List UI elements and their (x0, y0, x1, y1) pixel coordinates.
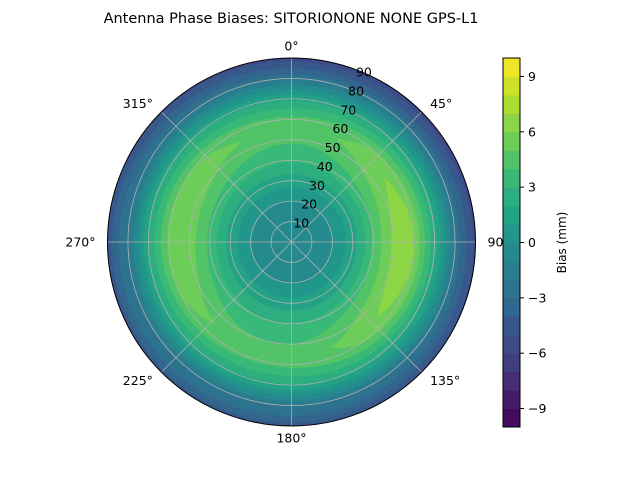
colorbar-tick-label: 3 (528, 180, 536, 195)
colorbar-tick-label: 6 (528, 124, 536, 139)
radial-tick-label: 10 (293, 216, 309, 231)
azimuth-grid-spoke (291, 241, 422, 373)
colorbar-band (503, 58, 520, 77)
colorbar-band (503, 113, 520, 133)
colorbar-band (503, 260, 520, 280)
polar-plot: 0°45°90°135°180°225°270°315° 10203040506… (65, 39, 509, 446)
azimuth-tick-labels: 0°45°90°135°180°225°270°315° (65, 39, 509, 446)
azimuth-tick-label: 135° (430, 373, 460, 388)
radial-tick-label: 40 (317, 159, 333, 174)
colorbar-band (503, 131, 520, 151)
colorbar-band (503, 334, 520, 354)
colorbar-band (503, 297, 520, 317)
colorbar-tick-label: −6 (528, 346, 546, 361)
radial-tick-label: 20 (301, 197, 317, 212)
colorbar-bands (503, 58, 520, 428)
colorbar-ticks: −9 −6 −3 0 3 6 9 (520, 69, 546, 416)
colorbar-band (503, 187, 520, 207)
colorbar-tick-label: −3 (528, 290, 546, 305)
radial-tick-label: 30 (309, 178, 325, 193)
azimuth-grid-spoke (161, 241, 292, 373)
azimuth-grid-spoke (291, 111, 422, 243)
colorbar-band (503, 76, 520, 96)
azimuth-tick-label: 45° (430, 96, 452, 111)
radial-tick-label: 50 (325, 140, 341, 155)
colorbar-label: Bias (mm) (555, 212, 569, 274)
colorbar-band (503, 150, 520, 170)
azimuth-tick-label: 225° (123, 373, 153, 388)
colorbar-tick-label: 9 (528, 69, 536, 84)
polar-grid (107, 58, 476, 426)
colorbar: −9 −6 −3 0 3 6 9 Bias (mm) (502, 57, 569, 428)
azimuth-tick-label: 180° (276, 431, 306, 446)
azimuth-grid-spoke (161, 111, 292, 243)
azimuth-tick-label: 315° (123, 96, 153, 111)
radial-tick-label: 90 (356, 65, 372, 80)
colorbar-band (503, 242, 520, 262)
colorbar-tick-label: −9 (528, 401, 546, 416)
colorbar-band (503, 390, 520, 410)
polar-outer-boundary (107, 57, 476, 427)
azimuth-tick-label: 0° (284, 39, 298, 54)
colorbar-band (503, 316, 520, 336)
colorbar-band (503, 408, 520, 428)
radial-tick-label: 70 (340, 102, 356, 117)
colorbar-band (503, 279, 520, 299)
colorbar-tick-label: 0 (528, 235, 536, 250)
azimuth-tick-label: 270° (65, 235, 95, 250)
colorbar-band (503, 94, 520, 114)
colorbar-band (503, 224, 520, 243)
colorbar-band (503, 371, 520, 391)
radial-tick-label: 60 (332, 121, 348, 136)
radial-tick-labels: 10 20 30 40 50 60 70 80 90 (293, 65, 372, 231)
colorbar-band (503, 353, 520, 373)
colorbar-band (503, 205, 520, 225)
radial-tick-label: 80 (348, 83, 364, 98)
chart-title: Antenna Phase Biases: SITORIONONE NONE G… (104, 11, 479, 27)
colorbar-band (503, 168, 520, 188)
